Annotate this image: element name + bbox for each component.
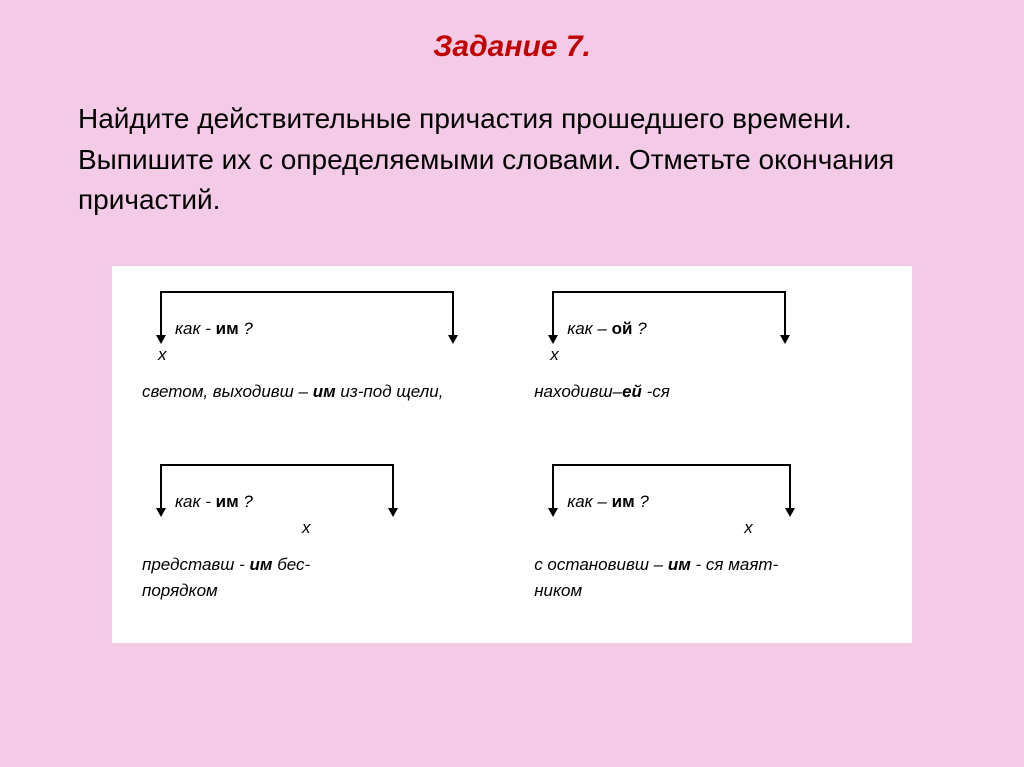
diagram-row: как - им ? х светом, выходивш – им из-под … [142, 291, 882, 405]
x-marker: х [744, 518, 753, 538]
example-1: как - им ? х светом, выходивш – им из-под … [142, 291, 490, 405]
arrow-bracket: как – ой ? [534, 291, 882, 341]
question-label: как – ой ? [567, 319, 646, 339]
question-label: как - им ? [175, 492, 253, 512]
arrow-bracket: как – им ? [534, 464, 882, 514]
x-marker: х [158, 345, 167, 365]
example-text: светом, выходивш – им из-под щели, [142, 379, 490, 405]
question-label: как – им ? [567, 492, 649, 512]
diagram-container: как - им ? х светом, выходивш – им из-под … [112, 266, 912, 644]
slide: Задание 7. Найдите действительные причас… [0, 0, 1024, 767]
example-text: представш - им бес-порядком [142, 552, 490, 603]
x-marker: х [302, 518, 311, 538]
arrow-bracket: как - им ? [142, 464, 490, 514]
example-4: как – им ? х с остановивш – им - ся маят-н… [534, 464, 882, 603]
diagram-row: как - им ? х представш - им бес-порядком к… [142, 464, 882, 603]
example-text: с остановивш – им - ся маят-ником [534, 552, 882, 603]
instruction-text: Найдите действительные причастия прошедш… [40, 99, 984, 221]
page-title: Задание 7. [40, 30, 984, 64]
example-text: находивш–ей -ся [534, 379, 882, 405]
arrow-bracket: как - им ? [142, 291, 490, 341]
example-2: как – ой ? х находивш–ей -ся [534, 291, 882, 405]
question-label: как - им ? [175, 319, 253, 339]
example-3: как - им ? х представш - им бес-порядком [142, 464, 490, 603]
x-marker: х [550, 345, 559, 365]
